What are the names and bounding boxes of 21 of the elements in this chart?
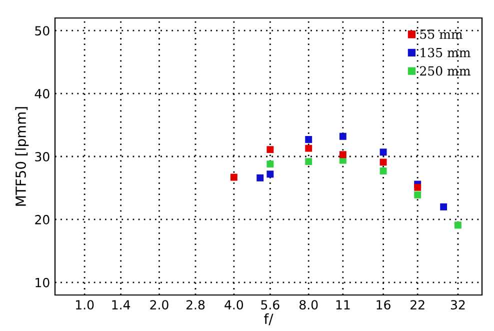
x-tick-label: 2.8	[186, 300, 205, 310]
y-tick-label: 30	[35, 152, 50, 162]
x-tick-label: 32	[450, 300, 465, 310]
y-tick-label: 40	[34, 89, 50, 98]
x-tick-label: 1.0	[76, 300, 94, 310]
y-tick-label: 20	[35, 214, 50, 224]
y-axis-title: MTF50 [lpmm]	[15, 107, 29, 206]
y-tick-label: 10	[36, 278, 50, 288]
x-tick-label: 22	[410, 300, 424, 310]
x-tick-label: 2.0	[150, 300, 168, 310]
legend-label: 55 mm	[420, 30, 462, 39]
x-tick-label: 5.6	[261, 300, 280, 310]
legend-label: 250 mm	[420, 66, 470, 76]
x-tick-label: 1.4	[112, 300, 130, 310]
legend-label: 135 mm	[420, 48, 470, 58]
x-tick-label: 11	[336, 300, 350, 310]
x-tick-label: 4.0	[224, 300, 244, 310]
x-tick-label: 8.0	[300, 300, 318, 310]
x-axis-title: f/	[264, 313, 274, 326]
x-tick-label: 16	[376, 300, 390, 310]
y-tick-label: 50	[35, 26, 50, 36]
